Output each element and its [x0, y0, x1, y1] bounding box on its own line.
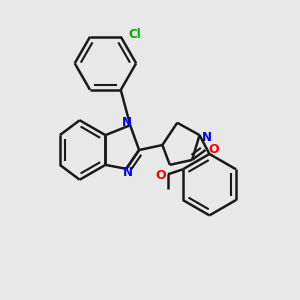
Text: O: O	[208, 142, 219, 155]
Text: N: N	[202, 131, 212, 144]
Text: N: N	[122, 116, 132, 129]
Text: O: O	[155, 169, 166, 182]
Text: Cl: Cl	[128, 28, 141, 41]
Text: N: N	[123, 166, 133, 179]
